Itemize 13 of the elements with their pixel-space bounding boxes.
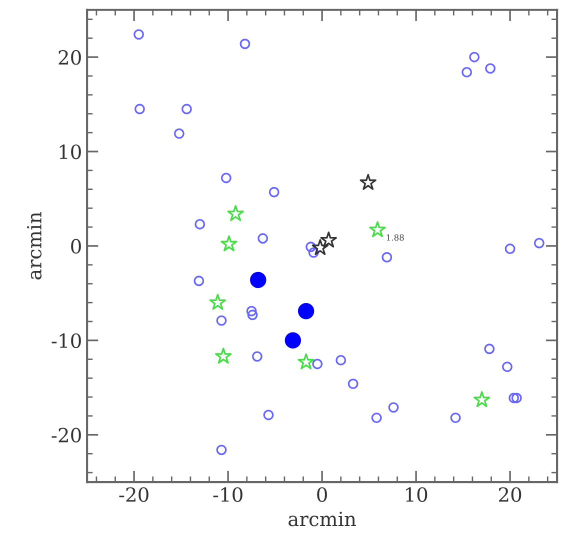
annotation: 1.88 — [386, 234, 404, 241]
y-tick-label: 0 — [71, 238, 81, 254]
y-tick-label: 20 — [58, 50, 81, 65]
y-tick-label: -10 — [52, 333, 81, 348]
x-tick-label: 10 — [406, 487, 428, 502]
y-tick-label: -20 — [52, 428, 81, 442]
x-tick-label: 0 — [317, 487, 327, 502]
x-tick-label: -20 — [119, 487, 148, 502]
y-tick-label: 10 — [60, 144, 81, 160]
x-tick-label: 20 — [499, 487, 522, 502]
y-axis-title: arcmin — [26, 212, 42, 280]
x-axis-title: arcmin — [288, 512, 356, 526]
x-tick-label: -10 — [213, 487, 242, 502]
